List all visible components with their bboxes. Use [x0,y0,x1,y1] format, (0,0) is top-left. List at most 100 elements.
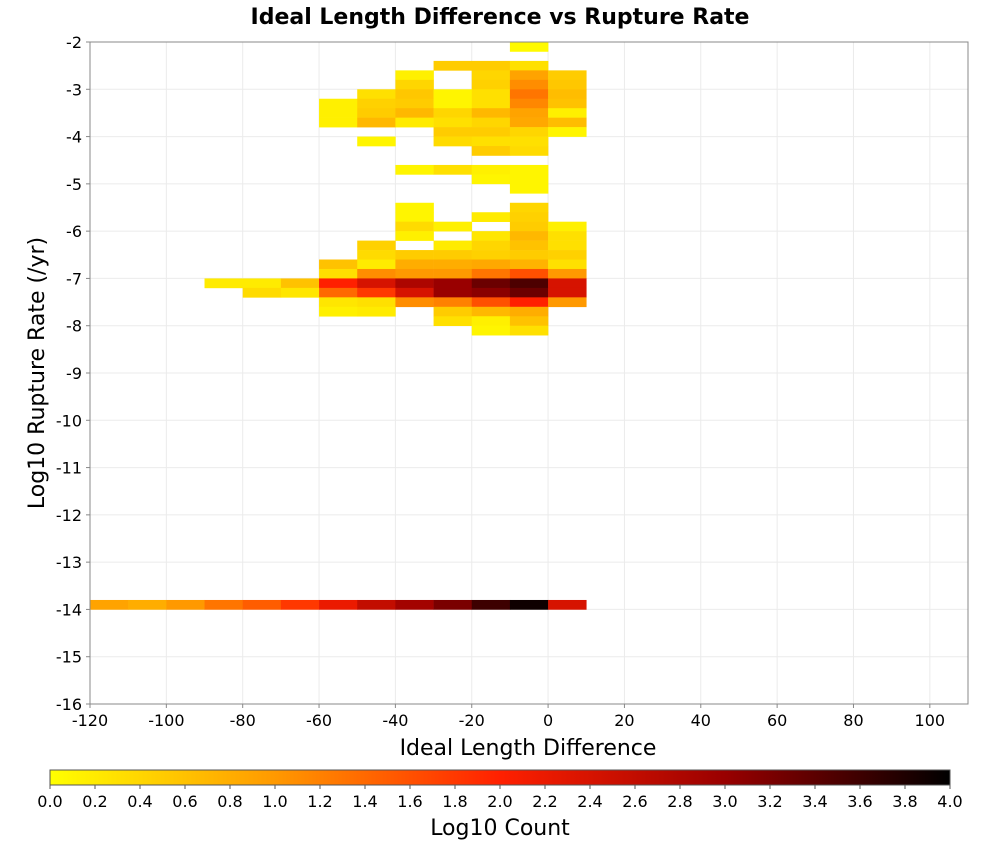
heatmap-cell [509,306,549,317]
heatmap-cell [509,278,549,289]
heatmap-cell [166,599,205,610]
heatmap-cell [548,599,587,610]
heatmap-cell [471,306,511,317]
colorbar-tick-label: 0.0 [37,792,62,811]
heatmap-cell [395,89,434,100]
colorbar-tick-label: 2.4 [577,792,602,811]
heatmap-cell [357,250,396,260]
heatmap-cell [433,278,473,289]
heatmap-cell [471,240,511,251]
heatmap-cell [509,297,549,308]
heatmap-cell [357,240,396,251]
heatmap-cell [395,117,434,128]
heatmap-cell [395,259,434,270]
heatmap-cell [471,136,511,147]
heatmap-cell [204,278,243,289]
heatmap-cell [548,268,587,279]
heatmap-cell [548,127,587,137]
x-tick-label: -80 [230,711,256,730]
heatmap-cell [433,117,473,128]
colorbar-tick-label: 0.2 [82,792,107,811]
heatmap-cell [319,98,358,109]
heatmap-cell [357,278,396,289]
heatmap-cell [471,60,511,71]
colorbar-tick-label: 3.6 [847,792,872,811]
heatmap-cell [471,297,511,308]
colorbar [49,769,951,786]
heatmap-cell [471,146,511,156]
colorbar-tick-label: 2.2 [532,792,557,811]
x-tick-label: 60 [767,711,787,730]
heatmap-cell [471,164,511,175]
heatmap-cell [509,146,549,156]
heatmap-cell [471,259,511,270]
heatmap-cell [548,221,587,232]
heatmap-cell [509,250,549,260]
heatmap-cell [357,599,396,610]
heatmap-cell [357,297,396,308]
heatmap-cell [395,599,434,610]
heatmap-cells [90,42,587,610]
heatmap-cell [433,136,473,147]
colorbar-tick-label: 3.0 [712,792,737,811]
x-tick-label: 0 [543,711,553,730]
heatmap-cell [395,79,434,90]
heatmap-cell [509,136,549,147]
colorbar-tick-label: 3.2 [757,792,782,811]
y-tick-label: -12 [56,506,82,525]
heatmap-cell [509,117,549,128]
y-tick-label: -4 [66,128,82,147]
y-tick-label: -8 [66,317,82,336]
heatmap-cell [395,221,434,232]
x-tick-label: -120 [72,711,108,730]
heatmap-cell [319,259,358,270]
colorbar-label: Log10 Count [430,816,570,841]
heatmap-cell [433,221,473,232]
heatmap-cell [319,599,358,610]
heatmap-cell [509,89,549,100]
heatmap-cell [395,268,434,279]
heatmap-cell [509,174,549,185]
colorbar-tick-label: 1.0 [262,792,287,811]
heatmap-cell [548,231,587,241]
heatmap-cell [319,278,358,289]
heatmap-cell [433,60,473,71]
heatmap-cell [548,278,587,289]
colorbar-tick-label: 2.6 [622,792,647,811]
heatmap-cell [319,117,358,128]
heatmap-cell [548,250,587,260]
heatmap-cell [509,268,549,279]
x-tick-label: 20 [614,711,634,730]
heatmap-cell [433,316,473,327]
heatmap-cell [509,79,549,90]
heatmap-cell [509,70,549,81]
heatmap-cell [471,231,511,241]
heatmap-cell [471,278,511,289]
colorbar-tick-label: 3.4 [802,792,827,811]
x-tick-label: 40 [691,711,711,730]
heatmap-cell [471,599,511,610]
heatmap-cell [509,325,549,336]
y-axis-ticks: -2 -3 -4 -5 -6 -7 -8 -9 -10 -11 -12 -13 -14 -15 -16 [56,33,90,714]
heatmap-cell [395,287,434,298]
heatmap-cell [548,297,587,308]
heatmap-cell [509,164,549,175]
heatmap-cell [90,599,129,610]
heatmap-cell [357,89,396,100]
heatmap-cell [509,202,549,213]
heatmap-cell [471,98,511,109]
x-axis-label: Ideal Length Difference [400,736,657,761]
heatmap-cell [319,297,358,308]
colorbar-tick-label: 1.8 [442,792,467,811]
heatmap-cell [128,599,167,610]
heatmap-cell [509,183,549,194]
heatmap-cell [357,136,396,147]
colorbar-tick-label: 2.0 [487,792,512,811]
y-axis-label: Log10 Rupture Rate (/yr) [25,237,50,509]
heatmap-cell [548,98,587,109]
colorbar-tick-label: 2.8 [667,792,692,811]
heatmap-cell [471,287,511,298]
heatmap-cell [357,306,396,317]
heatmap-cell [433,268,473,279]
heatmap-cell [509,42,549,52]
